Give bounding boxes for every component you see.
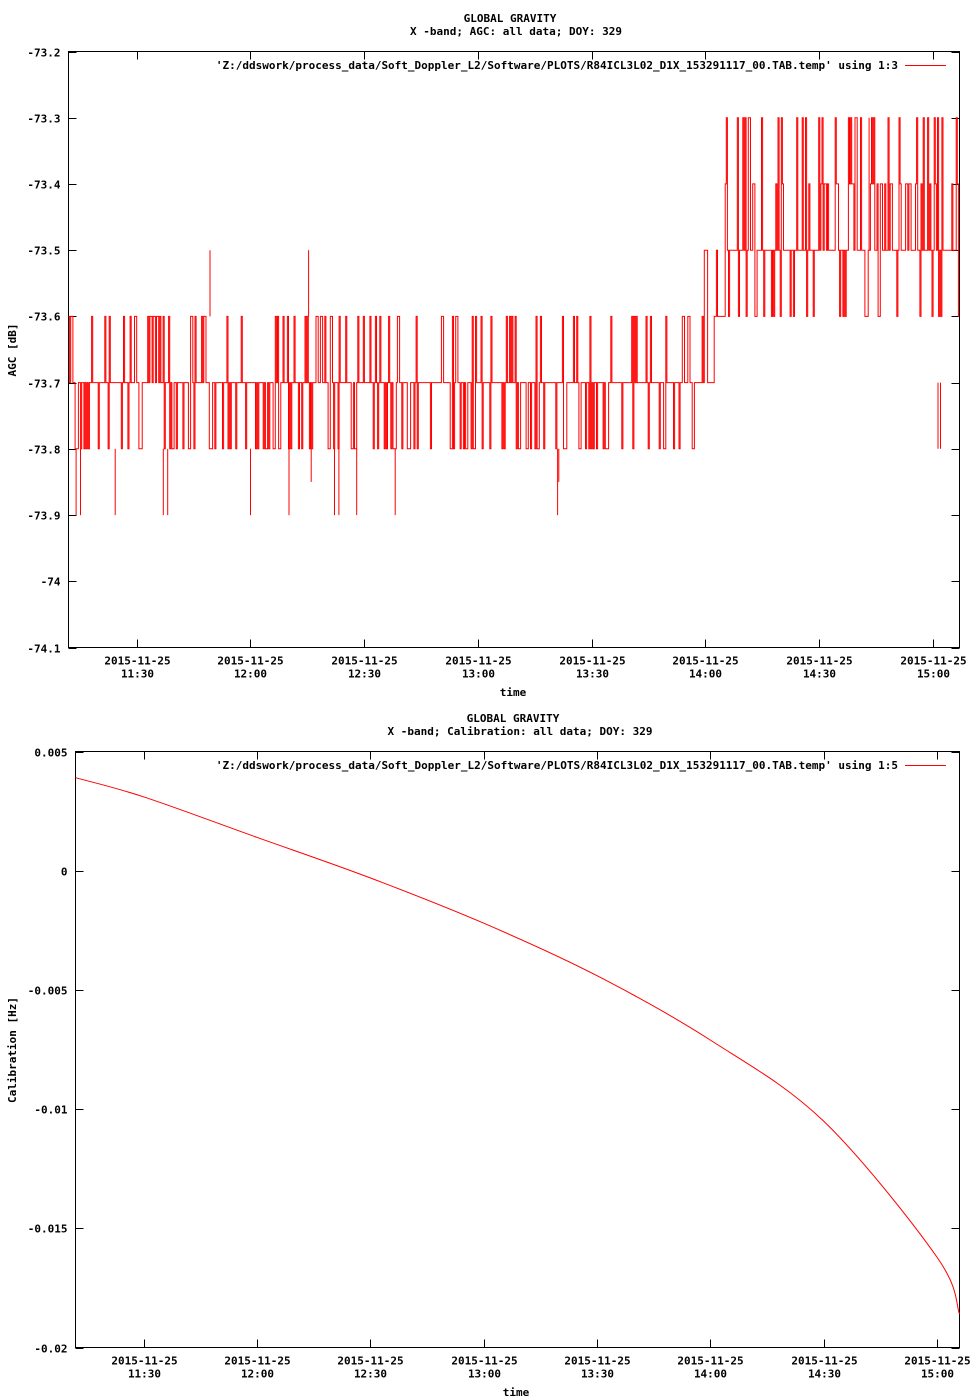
x-tick-time: 13:00 bbox=[462, 668, 495, 681]
chart1-subtitle: X -band; AGC: all data; DOY: 329 bbox=[410, 25, 622, 38]
x-tick-date: 2015-11-25 bbox=[900, 655, 966, 668]
x-tick-time: 14:30 bbox=[803, 668, 836, 681]
x-tick-date: 2015-11-25 bbox=[337, 1355, 403, 1368]
x-tick-time: 11:30 bbox=[128, 1368, 161, 1381]
chart-calibration: GLOBAL GRAVITY X -band; Calibration: all… bbox=[6, 712, 971, 1399]
x-tick-time: 11:30 bbox=[121, 668, 154, 681]
chart2-series bbox=[75, 777, 960, 1315]
chart2-x-axis: 2015-11-2511:302015-11-2512:002015-11-25… bbox=[111, 751, 971, 1381]
x-tick-date: 2015-11-25 bbox=[217, 655, 283, 668]
y-tick-label: -0.01 bbox=[34, 1104, 67, 1117]
chart1-title: GLOBAL GRAVITY bbox=[464, 12, 557, 25]
x-tick-time: 12:00 bbox=[241, 1368, 274, 1381]
y-tick-label: -73.4 bbox=[27, 179, 60, 192]
y-tick-label: -73.6 bbox=[27, 311, 60, 324]
y-tick-label: -73.8 bbox=[27, 444, 60, 457]
chart1-plot-frame bbox=[68, 51, 960, 648]
x-tick-date: 2015-11-25 bbox=[445, 655, 511, 668]
x-tick-date: 2015-11-25 bbox=[559, 655, 625, 668]
x-tick-time: 13:30 bbox=[576, 668, 609, 681]
x-tick-date: 2015-11-25 bbox=[104, 655, 170, 668]
x-tick-date: 2015-11-25 bbox=[451, 1355, 517, 1368]
chart1-x-axis-label: time bbox=[500, 686, 527, 699]
chart2-x-axis-label: time bbox=[503, 1386, 530, 1399]
y-tick-label: -73.5 bbox=[27, 245, 60, 258]
x-tick-time: 14:00 bbox=[694, 1368, 727, 1381]
y-tick-label: 0.005 bbox=[34, 747, 67, 760]
x-tick-time: 12:30 bbox=[348, 668, 381, 681]
chart1-legend-label: 'Z:/ddswork/process_data/Soft_Doppler_L2… bbox=[216, 59, 898, 72]
x-tick-date: 2015-11-25 bbox=[786, 655, 852, 668]
y-tick-label: -73.7 bbox=[27, 378, 60, 391]
chart1-series bbox=[68, 117, 960, 516]
chart2-legend: 'Z:/ddswork/process_data/Soft_Doppler_L2… bbox=[216, 759, 946, 772]
chart1-x-axis: 2015-11-2511:302015-11-2512:002015-11-25… bbox=[104, 51, 967, 681]
chart2-y-axis: 0.005 0 -0.005 -0.01 -0.015 -0.02 bbox=[28, 747, 960, 1356]
x-tick-date: 2015-11-25 bbox=[791, 1355, 857, 1368]
y-tick-label: -73.9 bbox=[27, 510, 60, 523]
chart2-title: GLOBAL GRAVITY bbox=[467, 712, 560, 725]
chart1-legend: 'Z:/ddswork/process_data/Soft_Doppler_L2… bbox=[216, 59, 946, 72]
x-tick-time: 14:30 bbox=[808, 1368, 841, 1381]
x-tick-date: 2015-11-25 bbox=[111, 1355, 177, 1368]
chart2-y-axis-label: Calibration [Hz] bbox=[6, 997, 19, 1103]
y-tick-label: 0 bbox=[61, 866, 68, 879]
y-tick-label: -73.3 bbox=[27, 113, 60, 126]
chart-agc: GLOBAL GRAVITY X -band; AGC: all data; D… bbox=[6, 12, 967, 699]
y-tick-label: -74.1 bbox=[27, 643, 60, 656]
x-tick-time: 14:00 bbox=[689, 668, 722, 681]
x-tick-date: 2015-11-25 bbox=[904, 1355, 970, 1368]
y-tick-label: -0.005 bbox=[28, 985, 68, 998]
y-tick-label: -0.02 bbox=[34, 1343, 67, 1356]
calibration-series-line bbox=[75, 777, 960, 1315]
x-tick-time: 12:30 bbox=[354, 1368, 387, 1381]
x-tick-date: 2015-11-25 bbox=[331, 655, 397, 668]
x-tick-time: 13:00 bbox=[468, 1368, 501, 1381]
y-tick-label: -0.015 bbox=[28, 1223, 68, 1236]
x-tick-time: 15:00 bbox=[917, 668, 950, 681]
chart2-subtitle: X -band; Calibration: all data; DOY: 329 bbox=[388, 725, 653, 738]
x-tick-time: 15:00 bbox=[921, 1368, 954, 1381]
x-tick-date: 2015-11-25 bbox=[564, 1355, 630, 1368]
x-tick-date: 2015-11-25 bbox=[672, 655, 738, 668]
chart2-legend-label: 'Z:/ddswork/process_data/Soft_Doppler_L2… bbox=[216, 759, 898, 772]
agc-series-line bbox=[68, 117, 960, 450]
y-tick-label: -74 bbox=[41, 576, 61, 589]
x-tick-time: 13:30 bbox=[581, 1368, 614, 1381]
x-tick-time: 12:00 bbox=[234, 668, 267, 681]
y-tick-label: -73.2 bbox=[27, 47, 60, 60]
x-tick-date: 2015-11-25 bbox=[677, 1355, 743, 1368]
x-tick-date: 2015-11-25 bbox=[224, 1355, 290, 1368]
chart1-y-axis-label: AGC [dB] bbox=[6, 324, 19, 377]
chart2-plot-frame bbox=[75, 751, 960, 1348]
